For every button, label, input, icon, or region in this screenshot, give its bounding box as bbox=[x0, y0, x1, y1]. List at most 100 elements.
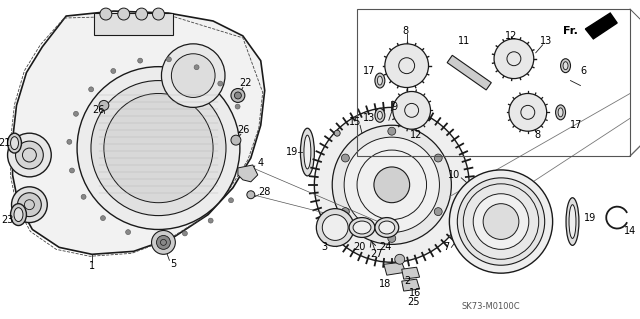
Ellipse shape bbox=[375, 218, 399, 237]
Text: 21: 21 bbox=[0, 138, 11, 148]
Circle shape bbox=[458, 178, 545, 265]
Circle shape bbox=[449, 170, 552, 273]
Circle shape bbox=[208, 218, 213, 223]
Text: 5: 5 bbox=[170, 259, 177, 269]
Circle shape bbox=[231, 88, 245, 102]
Polygon shape bbox=[238, 165, 258, 182]
Circle shape bbox=[74, 111, 79, 116]
Text: 4: 4 bbox=[258, 158, 264, 168]
Text: 1: 1 bbox=[89, 261, 95, 271]
Ellipse shape bbox=[304, 135, 311, 169]
Circle shape bbox=[231, 135, 241, 145]
Circle shape bbox=[138, 58, 143, 63]
Circle shape bbox=[235, 104, 240, 109]
Text: 23: 23 bbox=[1, 215, 13, 225]
Text: 16: 16 bbox=[408, 288, 420, 298]
Ellipse shape bbox=[379, 221, 395, 234]
Ellipse shape bbox=[558, 108, 563, 117]
Ellipse shape bbox=[10, 204, 26, 226]
Circle shape bbox=[218, 81, 223, 86]
Circle shape bbox=[157, 235, 170, 249]
Ellipse shape bbox=[569, 205, 576, 238]
Ellipse shape bbox=[349, 218, 375, 237]
Circle shape bbox=[309, 102, 474, 267]
Text: 18: 18 bbox=[379, 279, 391, 289]
Circle shape bbox=[509, 93, 547, 131]
Circle shape bbox=[334, 130, 340, 136]
Ellipse shape bbox=[378, 111, 382, 119]
Bar bbox=[94, 13, 173, 35]
Ellipse shape bbox=[561, 59, 570, 73]
Circle shape bbox=[388, 234, 396, 242]
Text: 13: 13 bbox=[363, 113, 375, 123]
Text: 27: 27 bbox=[371, 249, 383, 259]
Ellipse shape bbox=[300, 128, 314, 176]
Circle shape bbox=[15, 141, 44, 169]
Circle shape bbox=[154, 235, 159, 240]
Text: 7: 7 bbox=[444, 242, 449, 252]
Circle shape bbox=[161, 44, 225, 108]
Circle shape bbox=[385, 44, 429, 87]
Circle shape bbox=[241, 172, 246, 177]
Text: 17: 17 bbox=[363, 66, 375, 76]
Circle shape bbox=[341, 154, 349, 162]
Circle shape bbox=[89, 87, 93, 92]
Ellipse shape bbox=[14, 208, 23, 222]
Text: 14: 14 bbox=[624, 226, 636, 236]
Circle shape bbox=[70, 168, 74, 173]
Polygon shape bbox=[402, 267, 420, 279]
Text: 6: 6 bbox=[580, 66, 586, 76]
Circle shape bbox=[247, 191, 255, 199]
Circle shape bbox=[316, 209, 354, 246]
Circle shape bbox=[67, 139, 72, 144]
Text: 15: 15 bbox=[349, 117, 361, 127]
Circle shape bbox=[136, 8, 148, 20]
Text: 25: 25 bbox=[408, 297, 420, 307]
Circle shape bbox=[341, 208, 349, 216]
Circle shape bbox=[494, 39, 534, 78]
Circle shape bbox=[435, 154, 442, 162]
Text: 17: 17 bbox=[570, 120, 582, 130]
Circle shape bbox=[228, 198, 234, 203]
Circle shape bbox=[393, 92, 431, 129]
Circle shape bbox=[388, 127, 396, 135]
Text: 9: 9 bbox=[392, 102, 398, 112]
Circle shape bbox=[332, 125, 451, 244]
Circle shape bbox=[182, 231, 188, 236]
Text: 12: 12 bbox=[410, 130, 423, 140]
Circle shape bbox=[125, 230, 131, 234]
Text: SK73-M0100C: SK73-M0100C bbox=[462, 302, 520, 311]
Circle shape bbox=[194, 65, 199, 70]
Polygon shape bbox=[13, 11, 265, 254]
Polygon shape bbox=[586, 13, 617, 39]
Ellipse shape bbox=[10, 137, 19, 150]
Ellipse shape bbox=[378, 76, 382, 85]
Polygon shape bbox=[384, 262, 406, 275]
Text: 12: 12 bbox=[505, 31, 517, 41]
Circle shape bbox=[91, 81, 226, 216]
Circle shape bbox=[100, 8, 112, 20]
Text: 24: 24 bbox=[380, 242, 392, 252]
Text: 8: 8 bbox=[534, 130, 541, 140]
Text: 11: 11 bbox=[458, 36, 470, 46]
Circle shape bbox=[100, 216, 106, 220]
Text: 20: 20 bbox=[353, 242, 365, 252]
Circle shape bbox=[104, 93, 213, 203]
Circle shape bbox=[344, 137, 440, 233]
Ellipse shape bbox=[8, 133, 22, 153]
Circle shape bbox=[152, 231, 175, 254]
Circle shape bbox=[323, 215, 348, 241]
Ellipse shape bbox=[566, 198, 579, 245]
Text: 2: 2 bbox=[404, 276, 411, 286]
Bar bbox=[357, 9, 630, 156]
Circle shape bbox=[374, 167, 410, 203]
Text: 10: 10 bbox=[448, 170, 460, 180]
Text: 8: 8 bbox=[403, 26, 409, 36]
Text: 3: 3 bbox=[321, 242, 327, 252]
Circle shape bbox=[172, 54, 215, 97]
Ellipse shape bbox=[353, 221, 371, 234]
Circle shape bbox=[111, 69, 116, 73]
Text: 22: 22 bbox=[239, 78, 252, 87]
Ellipse shape bbox=[556, 105, 566, 120]
Circle shape bbox=[473, 194, 529, 249]
